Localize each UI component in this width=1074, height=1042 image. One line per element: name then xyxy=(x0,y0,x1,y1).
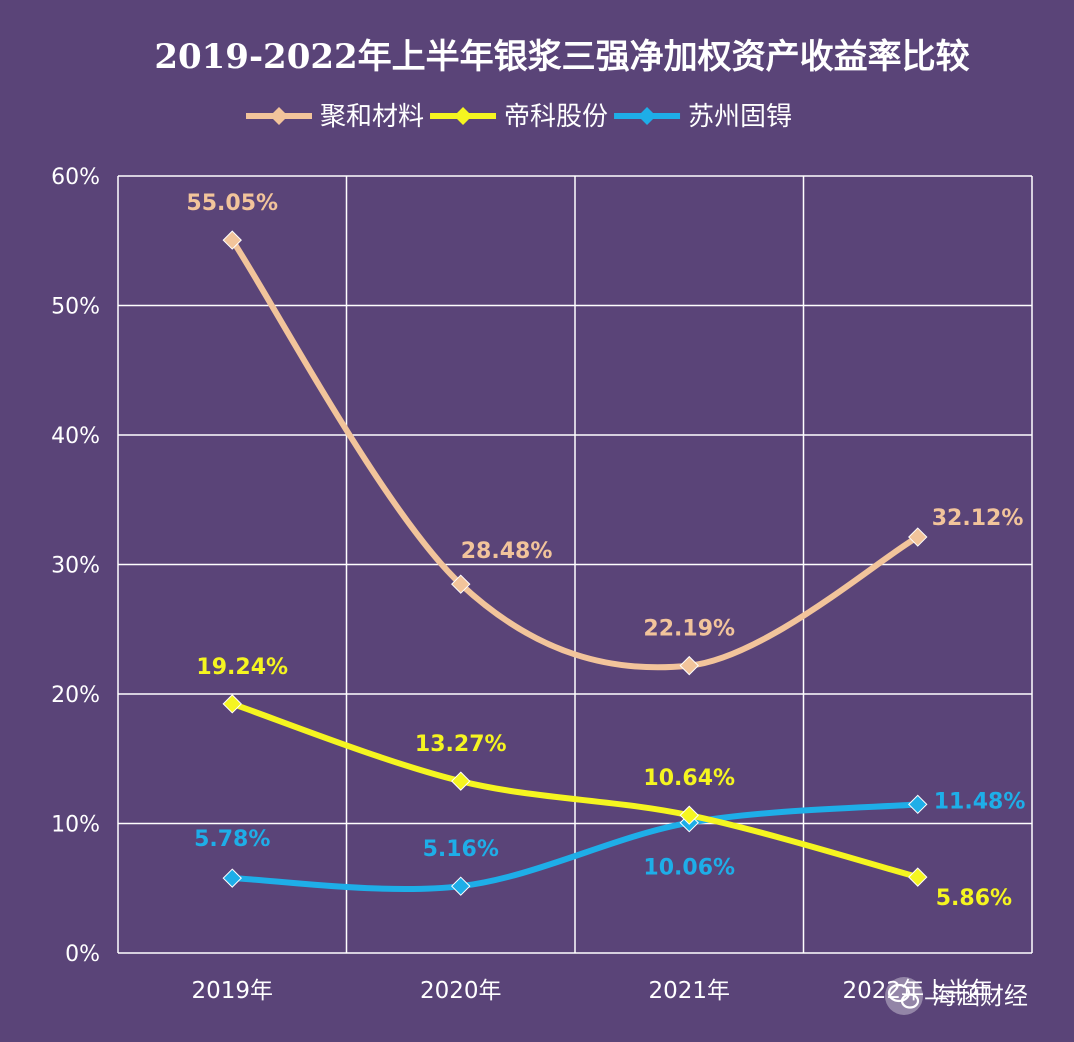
data-label: 5.86% xyxy=(936,886,1012,911)
legend-item-2: 苏州固锝 xyxy=(614,102,792,132)
x-tick-label: 2021年 xyxy=(648,978,730,1004)
data-label: 55.05% xyxy=(186,191,278,216)
chart-title: 2019-2022年上半年银浆三强净加权资产收益率比较 xyxy=(154,37,969,77)
watermark-text: 海涵财经 xyxy=(932,982,1028,1010)
x-tick-label: 2019年 xyxy=(191,978,273,1004)
series-1-point xyxy=(451,771,471,791)
y-tick-label: 40% xyxy=(51,424,100,449)
data-labels: 55.05% 28.48% 22.19% 32.12% 19.24% 13.27% 10.6… xyxy=(186,191,1025,911)
data-label: 28.48% xyxy=(461,539,553,564)
data-label: 5.16% xyxy=(423,837,499,862)
legend-item-1: 帝科股份 xyxy=(430,102,608,132)
y-axis: 0% 10% 20% 30% 40% 50% 60% xyxy=(51,165,100,967)
series-line-0 xyxy=(229,237,921,671)
data-label: 13.27% xyxy=(415,732,507,757)
legend-label: 苏州固锝 xyxy=(688,102,792,132)
series-line-1 xyxy=(229,700,921,881)
series-1-point xyxy=(908,867,928,887)
y-tick-label: 10% xyxy=(51,813,100,838)
legend-marker xyxy=(270,107,288,125)
legend-marker xyxy=(454,107,473,125)
legend-label: 帝科股份 xyxy=(504,102,608,132)
legend-item-0: 聚和材料 xyxy=(246,102,424,132)
series-layer xyxy=(222,230,928,896)
data-label: 10.06% xyxy=(643,856,735,881)
legend: 聚和材料 帝科股份 苏州固锝 xyxy=(246,102,792,132)
data-label: 19.24% xyxy=(196,655,288,680)
x-axis: 2019年 2020年 2021年 2022年上半年 xyxy=(191,978,993,1004)
series-line-2 xyxy=(229,801,921,893)
series-2-point xyxy=(451,876,471,896)
data-label: 32.12% xyxy=(932,506,1024,531)
y-tick-label: 30% xyxy=(51,554,100,579)
y-tick-label: 20% xyxy=(51,683,100,708)
watermark: 海涵财经 xyxy=(885,977,1028,1015)
wechat-icon xyxy=(885,977,923,1015)
legend-label: 聚和材料 xyxy=(320,102,424,132)
series-0-point xyxy=(679,655,699,676)
series-0-point xyxy=(908,527,928,547)
y-tick-label: 0% xyxy=(65,942,100,967)
legend-marker xyxy=(638,107,657,125)
data-label: 5.78% xyxy=(194,827,270,852)
data-label: 22.19% xyxy=(643,617,735,642)
series-2-point xyxy=(222,868,242,888)
series-2-point xyxy=(908,794,928,815)
series-1-point xyxy=(679,805,699,825)
data-label: 11.48% xyxy=(934,789,1026,814)
data-label: 10.64% xyxy=(643,766,735,791)
y-tick-label: 50% xyxy=(51,295,100,320)
series-1-point xyxy=(222,694,242,714)
x-tick-label: 2020年 xyxy=(420,978,502,1004)
y-tick-label: 60% xyxy=(51,165,100,190)
grid xyxy=(117,175,1033,954)
series-0-point xyxy=(451,574,471,594)
series-0-point xyxy=(222,230,242,250)
